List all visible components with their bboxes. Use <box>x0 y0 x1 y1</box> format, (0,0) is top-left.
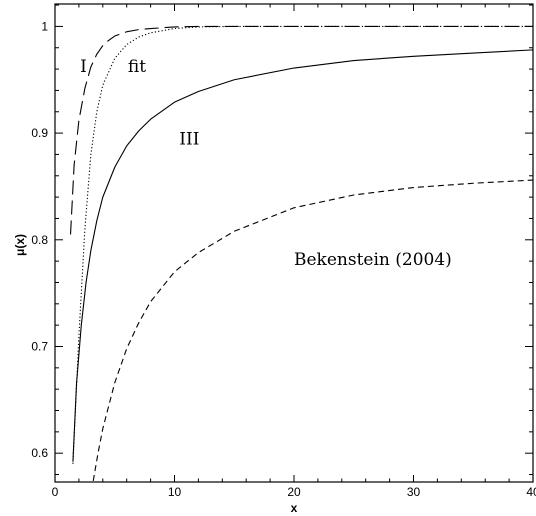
curve-label-iii: III <box>179 129 199 149</box>
curve-label-bekenstein-2004: Bekenstein (2004) <box>294 250 452 270</box>
series-line-i <box>69 25 533 235</box>
plot-frame <box>54 3 534 483</box>
series-line-bekenstein-2004 <box>92 179 534 482</box>
y-tick-label: 1 <box>41 19 48 33</box>
curve-label-i: I <box>80 57 87 77</box>
x-tick-label: 30 <box>407 485 421 499</box>
x-axis-label: x <box>291 501 298 515</box>
x-tick-label: 20 <box>287 485 301 499</box>
y-axis-label: μ(x) <box>13 234 27 256</box>
y-tick-label: 0.7 <box>31 339 48 353</box>
y-tick-label: 0.9 <box>31 126 48 140</box>
curve-label-fit: fit <box>128 57 146 77</box>
ticks <box>54 4 534 482</box>
x-tick-label: 10 <box>168 485 182 499</box>
y-tick-label: 0.8 <box>31 233 48 247</box>
y-tick-label: 0.6 <box>31 446 48 460</box>
series-line-fit <box>72 25 533 464</box>
x-tick-label: 40 <box>526 485 536 499</box>
curves <box>69 25 534 482</box>
x-tick-label: 0 <box>52 485 59 499</box>
series-line-iii <box>72 49 534 462</box>
